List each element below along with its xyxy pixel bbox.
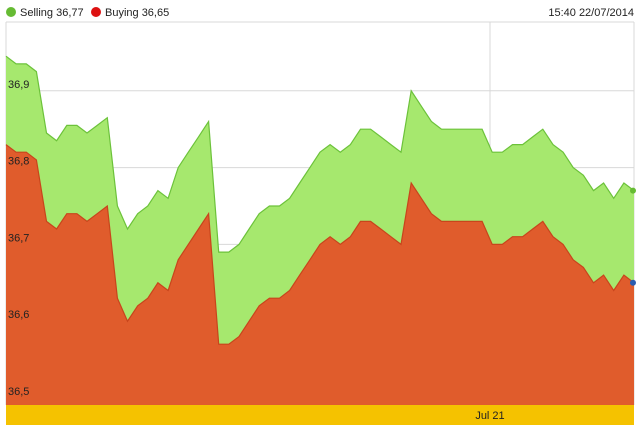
y-tick-label: 36,9 [8, 79, 29, 91]
endpoint-buying [630, 279, 636, 286]
y-tick-label: 36,8 [8, 156, 29, 168]
y-axis-ticks: 36,5 36,6 36,7 36,8 36,9 [8, 79, 29, 398]
y-tick-label: 36,7 [8, 232, 29, 244]
endpoint-selling [630, 187, 636, 194]
x-axis-band [6, 405, 634, 425]
series-line-buying [5, 144, 635, 345]
legend-label-buying: Buying 36,65 [105, 7, 169, 19]
series-line-selling [5, 55, 635, 253]
legend-marker-selling [6, 7, 16, 17]
series-areas [5, 55, 635, 405]
y-tick-label: 36,5 [8, 386, 29, 398]
legend-marker-buying [91, 7, 101, 17]
x-tick-label: Jul 21 [475, 410, 504, 422]
timestamp: 15:40 22/07/2014 [548, 7, 634, 19]
legend: Selling 36,77 Buying 36,65 [6, 7, 169, 19]
series-area-buying [6, 144, 634, 405]
series-endpoints [630, 187, 636, 286]
legend-label-selling: Selling 36,77 [20, 7, 84, 19]
y-tick-label: 36,6 [8, 309, 29, 321]
